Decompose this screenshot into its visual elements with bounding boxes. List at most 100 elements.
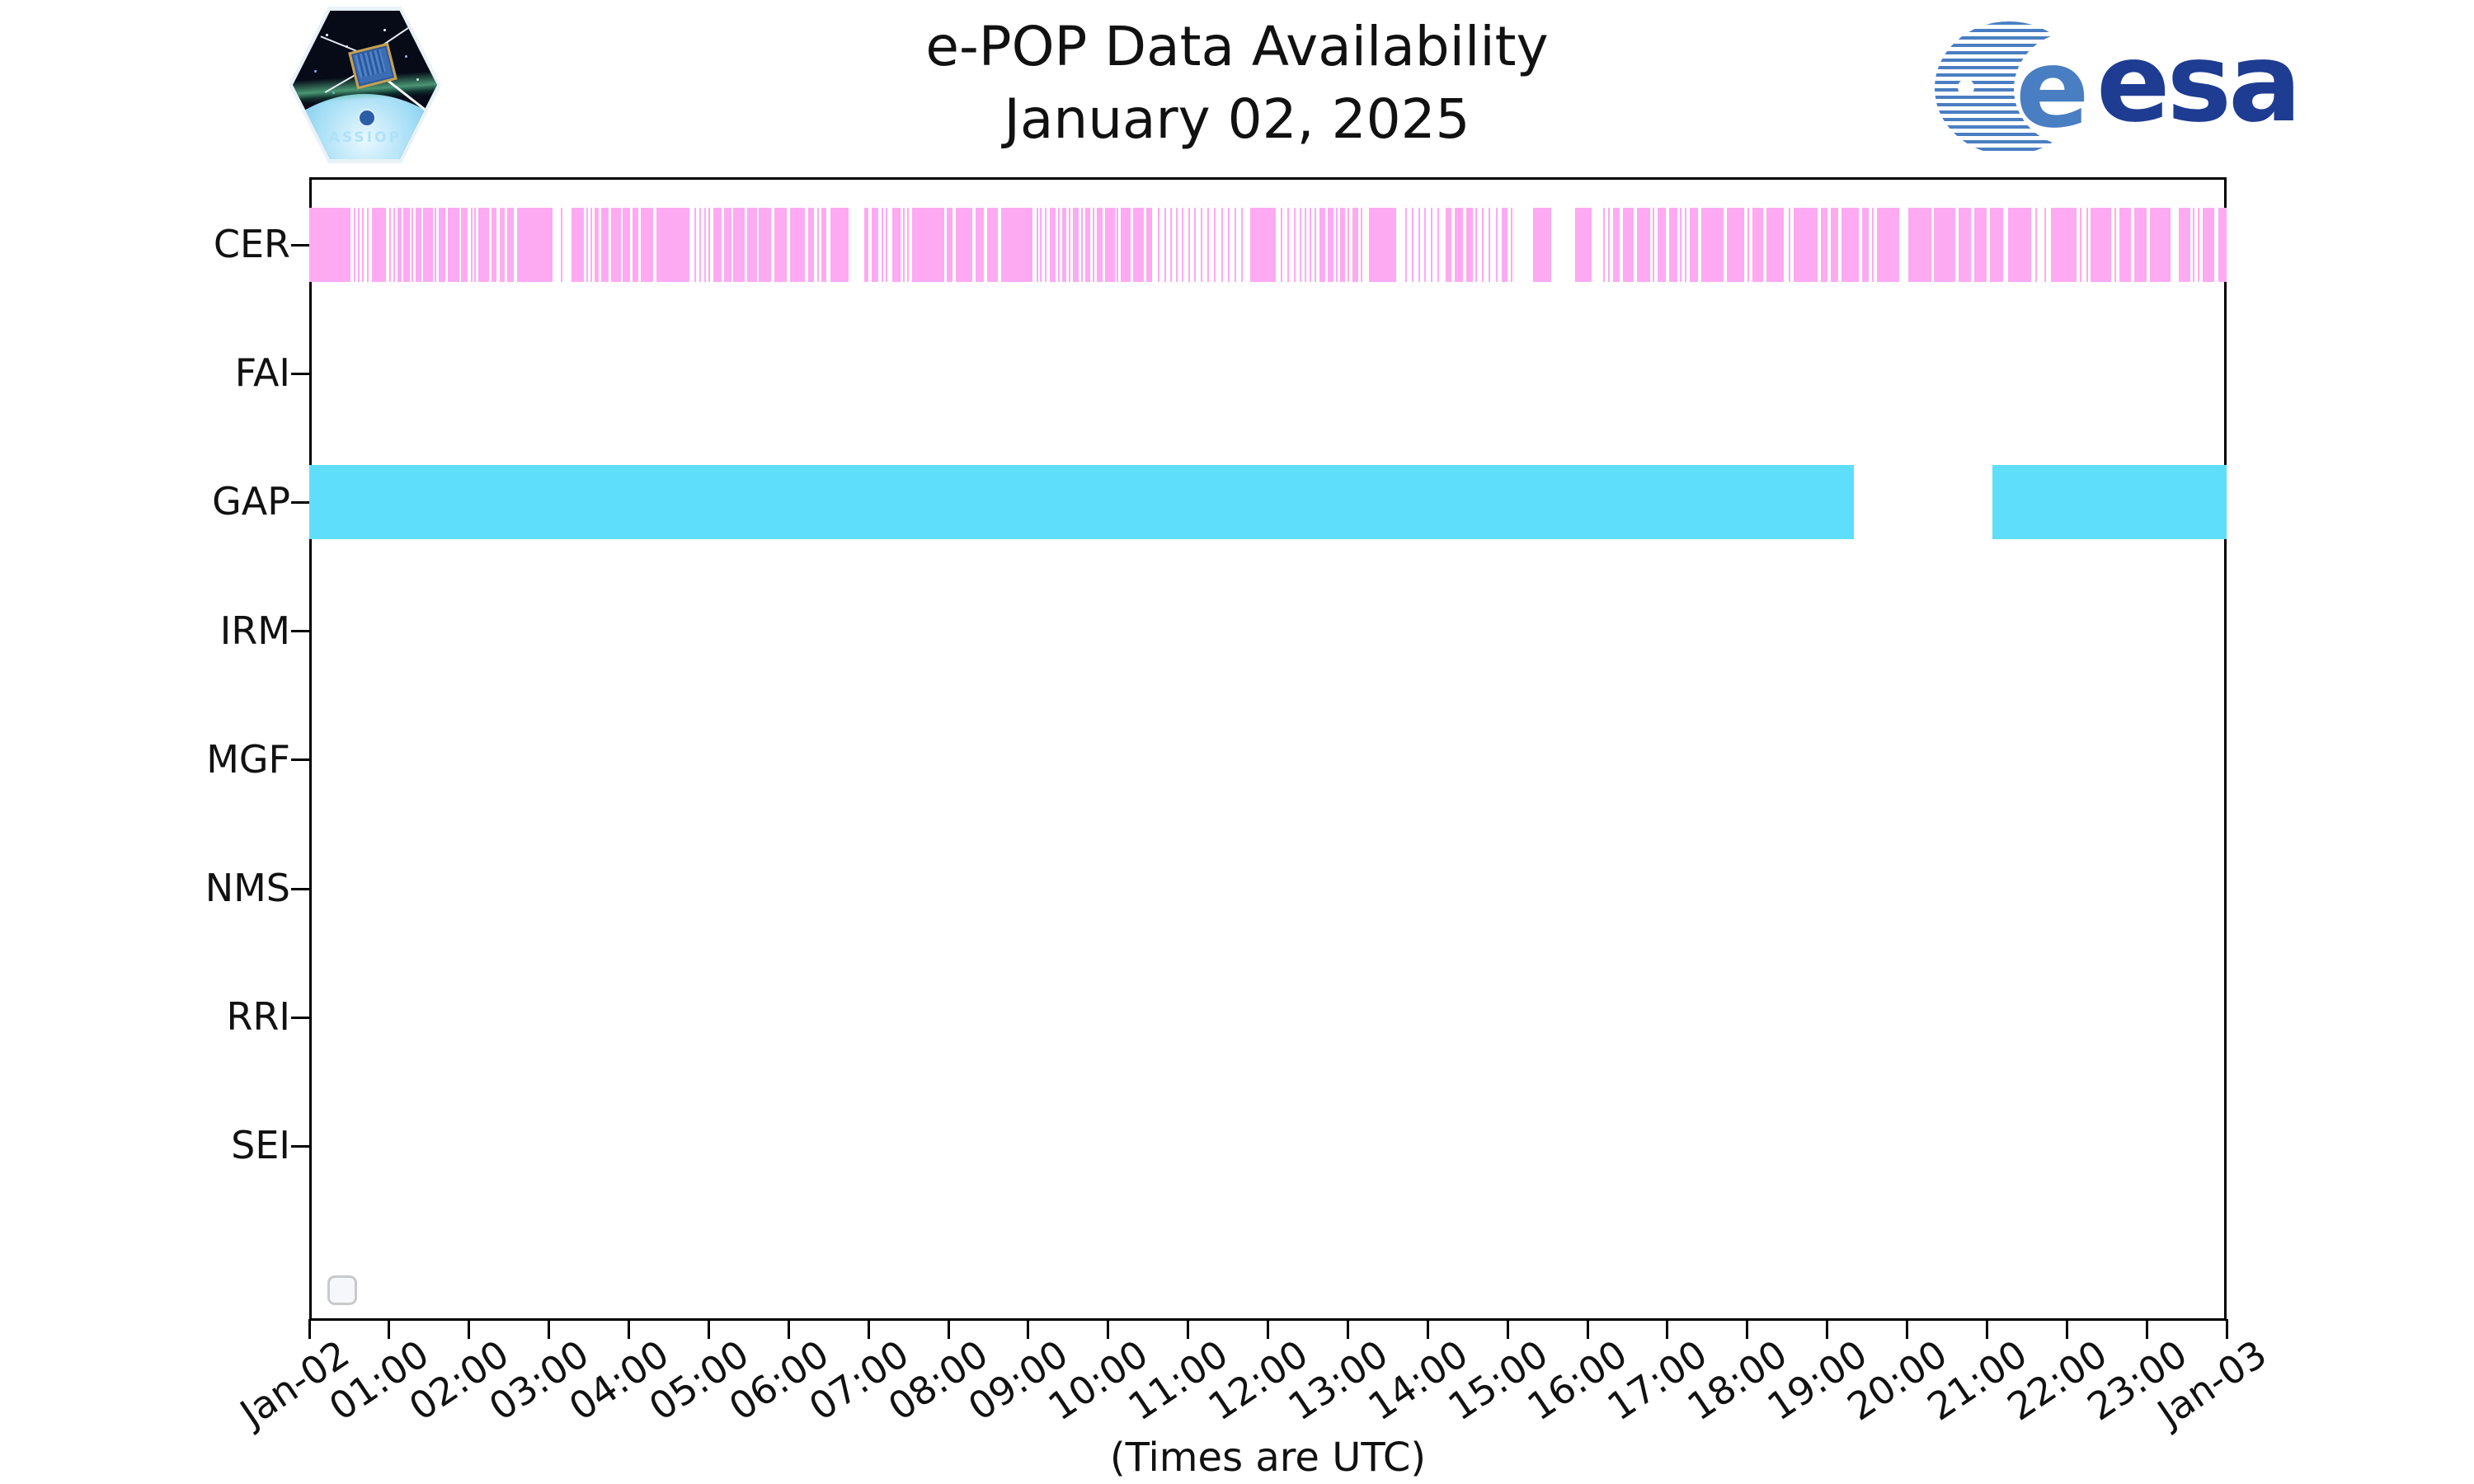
availability-segment-cer <box>821 208 826 282</box>
availability-segment-cer <box>2218 208 2227 282</box>
availability-segment-cer <box>1084 208 1091 282</box>
plot-area <box>309 177 2227 1321</box>
availability-segment-cer <box>1061 208 1067 282</box>
availability-segment-cer <box>361 208 364 282</box>
availability-segment-cer <box>759 208 771 282</box>
availability-segment-cer <box>2044 208 2047 282</box>
availability-segment-cer <box>694 208 696 282</box>
availability-segment-cer <box>1240 208 1243 282</box>
y-tick-cer <box>291 243 309 247</box>
availability-segment-cer <box>1368 208 1396 282</box>
availability-segment-cer <box>1411 208 1413 282</box>
y-tick-nms <box>291 887 309 890</box>
esa-logo: e esa <box>1935 16 2302 157</box>
availability-segment-cer <box>1309 208 1311 282</box>
availability-segment-cer <box>1445 208 1452 282</box>
availability-segment-cer <box>1465 208 1473 282</box>
availability-band-cer <box>309 208 2227 282</box>
page-title: e-POP Data Availability <box>925 15 1549 78</box>
availability-segment-cer <box>1121 208 1131 282</box>
availability-segment-cer <box>2178 208 2191 282</box>
y-tick-rri <box>291 1016 309 1019</box>
availability-segment-cer <box>886 208 888 282</box>
availability-segment-cer <box>1305 208 1307 282</box>
availability-segment-cer <box>1789 208 1791 282</box>
x-tick-8 <box>947 1319 950 1339</box>
availability-segment-cer <box>1876 208 1899 282</box>
availability-segment-cer <box>2079 208 2081 282</box>
availability-segment-cer <box>1080 208 1083 282</box>
availability-segment-cer <box>1201 208 1203 282</box>
availability-segment-cer <box>1658 208 1666 282</box>
esa-e-glyph: e <box>2015 26 2090 153</box>
y-label-irm: IRM <box>219 608 290 653</box>
availability-segment-cer <box>1437 208 1439 282</box>
availability-segment-cer <box>388 208 391 282</box>
y-tick-gap <box>291 500 309 504</box>
availability-segment-cer <box>1841 208 1860 282</box>
y-label-rri: RRI <box>226 994 291 1040</box>
availability-segment-cer <box>641 208 653 282</box>
x-tick-0 <box>308 1319 311 1339</box>
availability-segment-cer <box>1495 208 1498 282</box>
availability-segment-cer <box>561 208 563 282</box>
availability-segment-cer <box>594 208 599 282</box>
availability-segment-cer <box>2202 208 2215 282</box>
availability-segment-cer <box>723 208 731 282</box>
availability-segment-cer <box>1575 208 1592 282</box>
availability-segment-cer <box>817 208 820 282</box>
availability-band-gap <box>309 465 2227 540</box>
availability-segment-cer <box>1482 208 1484 282</box>
availability-segment-cer <box>1170 208 1173 282</box>
availability-segment-cer <box>1511 208 1512 282</box>
availability-segment-cer <box>1990 208 2003 282</box>
availability-segment-cer <box>1335 208 1338 282</box>
availability-segment-cer <box>656 208 690 282</box>
availability-segment-cer <box>438 208 445 282</box>
availability-segment-cer <box>1502 208 1508 282</box>
x-tick-18 <box>1746 1319 1749 1339</box>
y-label-sei: SEI <box>231 1123 290 1168</box>
x-tick-20 <box>1906 1319 1908 1339</box>
availability-segment-cer <box>1069 208 1071 282</box>
availability-segment-cer <box>906 208 909 282</box>
availability-segment-cer <box>1871 208 1874 282</box>
availability-segment-cer <box>1213 208 1216 282</box>
availability-segment-cer <box>1766 208 1785 282</box>
x-tick-23 <box>2145 1319 2148 1339</box>
availability-segment-cer <box>461 208 468 282</box>
availability-segment-cer <box>1418 208 1420 282</box>
availability-segment-cer <box>1104 208 1115 282</box>
availability-segment-cer <box>2133 208 2147 282</box>
availability-segment-cer <box>1036 208 1038 282</box>
availability-segment-cer <box>403 208 411 282</box>
availability-segment-cer <box>1206 208 1209 282</box>
availability-segment-cer <box>1045 208 1047 282</box>
availability-segment-cer <box>1188 208 1190 282</box>
availability-segment-cer <box>1164 208 1166 282</box>
y-tick-fai <box>291 372 309 375</box>
availability-segment-cer <box>1424 208 1427 282</box>
availability-segment-cer <box>1793 208 1818 282</box>
availability-segment-cer <box>1000 208 1032 282</box>
availability-segment-cer <box>1685 208 1687 282</box>
availability-segment-cer <box>1234 208 1236 282</box>
availability-segment-cer <box>1637 208 1650 282</box>
availability-segment-cer <box>1040 208 1042 282</box>
availability-segment-cer <box>1488 208 1490 282</box>
availability-segment-cer <box>733 208 745 282</box>
availability-segment-cer <box>447 208 460 282</box>
availability-segment-cer <box>1319 208 1326 282</box>
x-tick-24 <box>2225 1319 2228 1339</box>
availability-segment-cer <box>1050 208 1056 282</box>
availability-segment-cer <box>1475 208 1478 282</box>
availability-segment-cer <box>830 208 849 282</box>
availability-segment-cer <box>1073 208 1079 282</box>
availability-segment-cer <box>1747 208 1749 282</box>
availability-segment-cer <box>1700 208 1724 282</box>
availability-segment-cer <box>1603 208 1606 282</box>
availability-segment-cer <box>586 208 589 282</box>
availability-segment-cer <box>478 208 489 282</box>
availability-segment-cer <box>1093 208 1095 282</box>
